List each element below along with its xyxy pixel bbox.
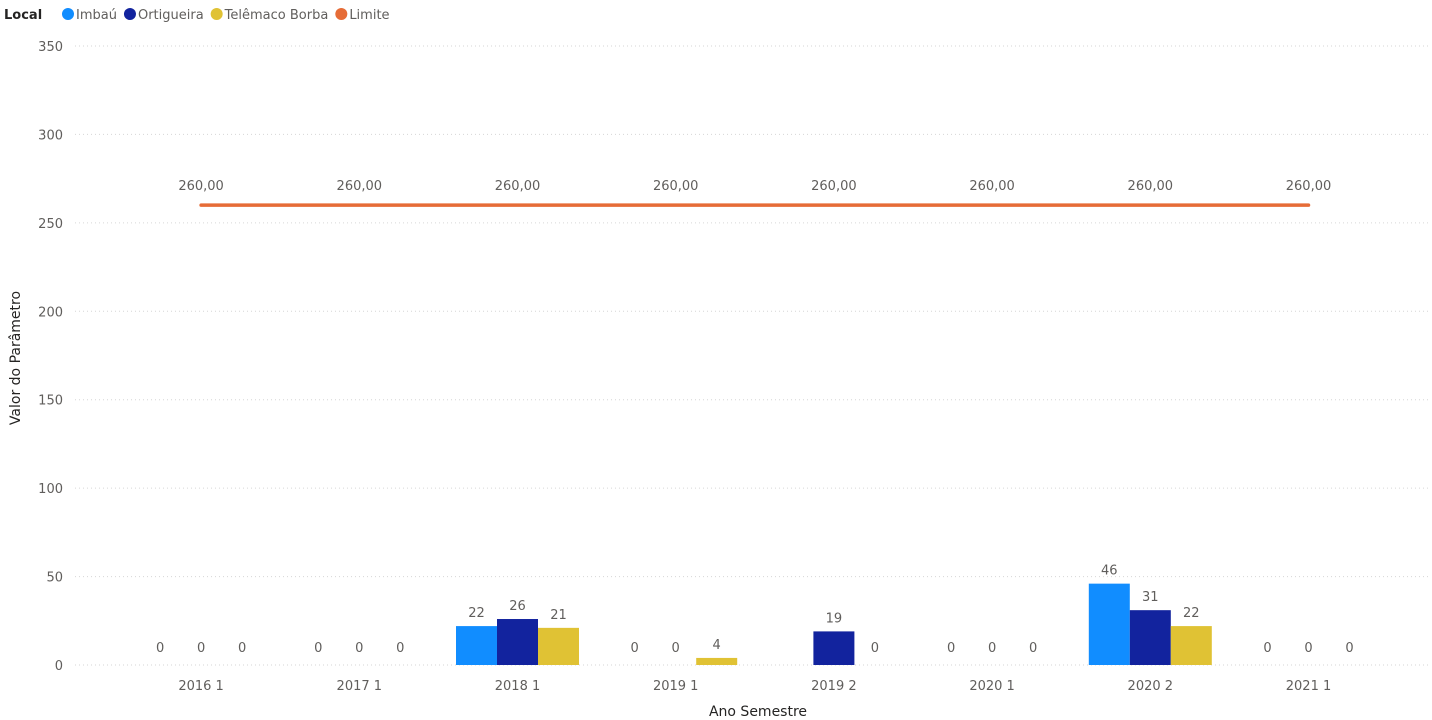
bar-data-label: 0 [355,641,363,656]
bar-data-label: 46 [1101,564,1118,579]
limit-data-label: 260,00 [1286,179,1332,194]
y-tick-label: 0 [55,659,63,674]
bar-data-label: 0 [871,641,879,656]
x-tick-label: 2018 1 [495,679,541,694]
bar-data-label: 0 [631,641,639,656]
x-tick-label: 2019 1 [653,679,699,694]
x-tick-label: 2020 1 [969,679,1015,694]
bar[interactable] [1170,626,1212,665]
y-tick-label: 100 [38,482,63,497]
legend-label-3: Limite [349,8,389,23]
y-axis-title: Valor do Parâmetro [8,291,24,425]
bar-data-label: 4 [713,638,721,653]
gridlines [75,45,1430,666]
y-tick-label: 250 [38,217,63,232]
bar[interactable] [696,657,738,665]
bar-data-label: 0 [1345,641,1353,656]
y-axis: 0 50 100 150 200 250 300 350 [38,40,63,674]
bar-series [456,583,1212,665]
legend-label-0: Imbaú [76,8,117,23]
bar[interactable] [1129,610,1171,665]
x-axis: 2016 1 2017 1 2018 1 2019 1 2019 2 2020 1 2020… [178,679,1331,694]
x-tick-label: 2017 1 [337,679,383,694]
legend-label-2: Telêmaco Borba [224,8,329,23]
bar-data-label: 31 [1142,590,1159,605]
bar-data-label: 0 [156,641,164,656]
bar[interactable] [456,626,497,665]
limit-data-label: 260,00 [969,179,1015,194]
bar-data-label: 0 [1304,641,1312,656]
x-axis-title: Ano Semestre [709,704,807,720]
bar-data-label: 0 [314,641,322,656]
legend-swatch-3 [335,8,348,20]
limit-data-label: 260,00 [1128,179,1174,194]
bar-data-label: 0 [396,641,404,656]
y-tick-label: 150 [38,394,63,409]
limit-data-label: 260,00 [495,179,541,194]
limit-data-label: 260,00 [178,179,224,194]
bar-data-label: 0 [238,641,246,656]
bar-data-label: 22 [468,606,485,621]
bar[interactable] [813,631,855,665]
x-tick-label: 2021 1 [1286,679,1332,694]
limit-data-label: 260,00 [811,179,857,194]
legend: Local Imbaú Ortigueira Telêmaco Borba Limit… [4,8,390,23]
bar[interactable] [538,627,579,665]
bar-data-label: 0 [1029,641,1037,656]
legend-swatch-1 [123,8,136,20]
bar-data-label: 0 [1263,641,1271,656]
x-tick-label: 2020 2 [1128,679,1174,694]
x-tick-label: 2019 2 [811,679,857,694]
legend-title: Local [4,8,42,23]
bar[interactable] [1088,583,1130,665]
legend-swatch-2 [210,8,223,20]
bar-data-label: 19 [826,611,843,626]
bar-data-label: 0 [197,641,205,656]
limit-data-label: 260,00 [653,179,699,194]
bar[interactable] [497,619,538,665]
y-tick-label: 300 [38,128,63,143]
data-labels: 0 0 22 0 0 46 0 0 0 26 0 19 0 31 0 0 0 21 4 0 0 22 0 260,00 260,… [156,179,1354,656]
bar-data-label: 26 [509,599,526,614]
bar-data-label: 0 [672,641,680,656]
y-tick-label: 50 [46,571,63,586]
y-tick-label: 350 [38,40,63,55]
y-tick-label: 200 [38,305,63,320]
x-tick-label: 2016 1 [178,679,224,694]
bar-data-label: 21 [550,608,567,623]
bar-data-label: 22 [1183,606,1200,621]
limit-data-label: 260,00 [337,179,383,194]
bar-data-label: 0 [947,641,955,656]
legend-label-1: Ortigueira [138,8,204,23]
bar-data-label: 0 [988,641,996,656]
legend-swatch-0 [62,8,74,20]
